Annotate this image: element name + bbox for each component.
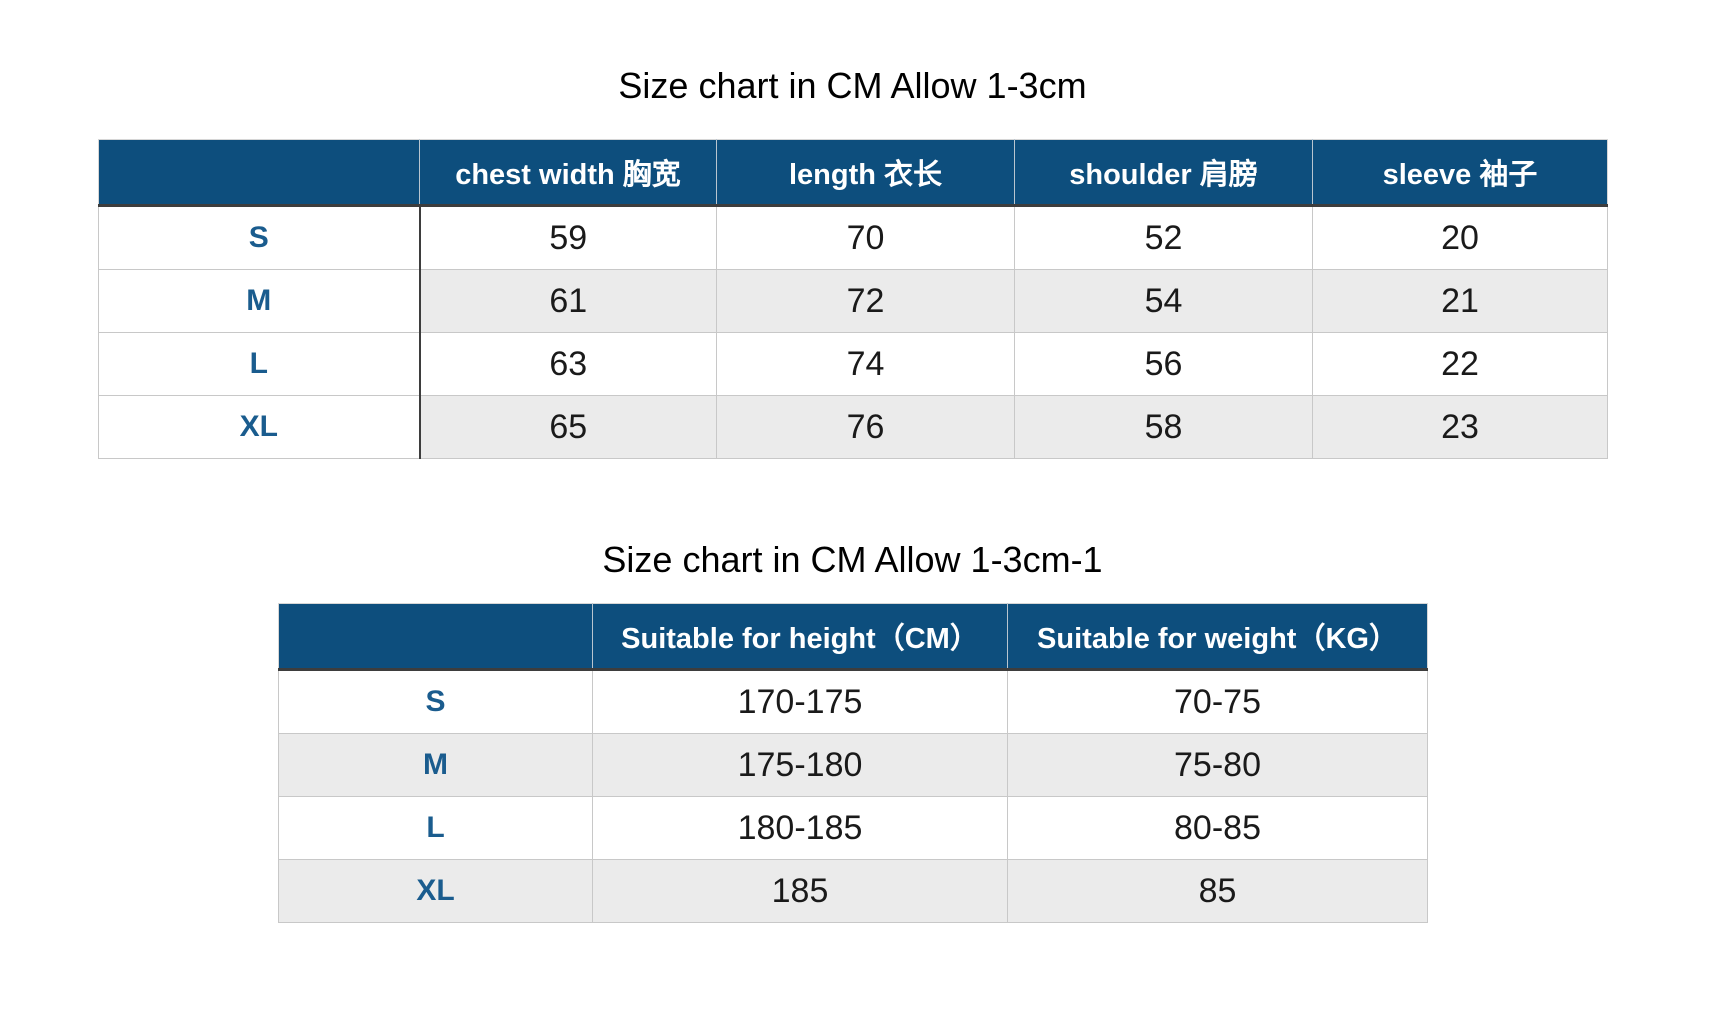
- value-cell: 58: [1014, 395, 1313, 459]
- size-cell: M: [98, 269, 421, 333]
- size-cell: L: [278, 796, 593, 860]
- size-cell: XL: [278, 859, 593, 923]
- value-cell: 74: [716, 332, 1015, 396]
- size-cell: S: [278, 669, 593, 734]
- value-cell: 170-175: [592, 669, 1008, 734]
- value-cell: 185: [592, 859, 1008, 923]
- column-header-chest-width: chest width 胸宽: [419, 139, 717, 207]
- size-chart-2-title: Size chart in CM Allow 1-3cm-1: [602, 539, 1103, 580]
- table-2-header-row: Suitable for height（CM） Suitable for wei…: [278, 603, 1428, 671]
- column-header-shoulder: shoulder 肩膀: [1014, 139, 1313, 207]
- value-cell: 180-185: [592, 796, 1008, 860]
- value-cell: 52: [1014, 205, 1313, 270]
- value-cell: 21: [1312, 269, 1608, 333]
- value-cell: 85: [1007, 859, 1428, 923]
- value-cell: 23: [1312, 395, 1608, 459]
- table-1-header-row: chest width 胸宽 length 衣长 shoulder 肩膀 sle…: [98, 139, 1608, 207]
- column-header-suitable-weight: Suitable for weight（KG）: [1007, 603, 1428, 671]
- column-header-sleeve: sleeve 袖子: [1312, 139, 1608, 207]
- table-row-s: S 59 70 52 20: [98, 205, 1608, 270]
- table-row-m: M 61 72 54 21: [98, 269, 1608, 333]
- table-row-l: L 63 74 56 22: [98, 332, 1608, 396]
- value-cell: 59: [419, 205, 717, 270]
- table-row-xl: XL 65 76 58 23: [98, 395, 1608, 459]
- value-cell: 20: [1312, 205, 1608, 270]
- value-cell: 175-180: [592, 733, 1008, 797]
- column-header-suitable-height: Suitable for height（CM）: [592, 603, 1008, 671]
- size-cell: M: [278, 733, 593, 797]
- value-cell: 65: [419, 395, 717, 459]
- value-cell: 70-75: [1007, 669, 1428, 734]
- size-chart-1-table: chest width 胸宽 length 衣长 shoulder 肩膀 sle…: [98, 139, 1608, 459]
- size-chart-1-title: Size chart in CM Allow 1-3cm: [618, 65, 1087, 106]
- table-row-m: M 175-180 75-80: [278, 733, 1428, 797]
- table-row-s: S 170-175 70-75: [278, 669, 1428, 734]
- value-cell: 75-80: [1007, 733, 1428, 797]
- size-chart-2-table: Suitable for height（CM） Suitable for wei…: [278, 603, 1428, 923]
- value-cell: 70: [716, 205, 1015, 270]
- value-cell: 54: [1014, 269, 1313, 333]
- value-cell: 76: [716, 395, 1015, 459]
- table-row-l: L 180-185 80-85: [278, 796, 1428, 860]
- value-cell: 61: [419, 269, 717, 333]
- value-cell: 63: [419, 332, 717, 396]
- value-cell: 22: [1312, 332, 1608, 396]
- size-cell: S: [98, 205, 421, 270]
- value-cell: 56: [1014, 332, 1313, 396]
- size-cell: L: [98, 332, 421, 396]
- size-cell: XL: [98, 395, 421, 459]
- value-cell: 80-85: [1007, 796, 1428, 860]
- corner-cell: [278, 603, 593, 671]
- value-cell: 72: [716, 269, 1015, 333]
- corner-cell: [98, 139, 420, 207]
- table-row-xl: XL 185 85: [278, 859, 1428, 923]
- column-header-length: length 衣长: [716, 139, 1015, 207]
